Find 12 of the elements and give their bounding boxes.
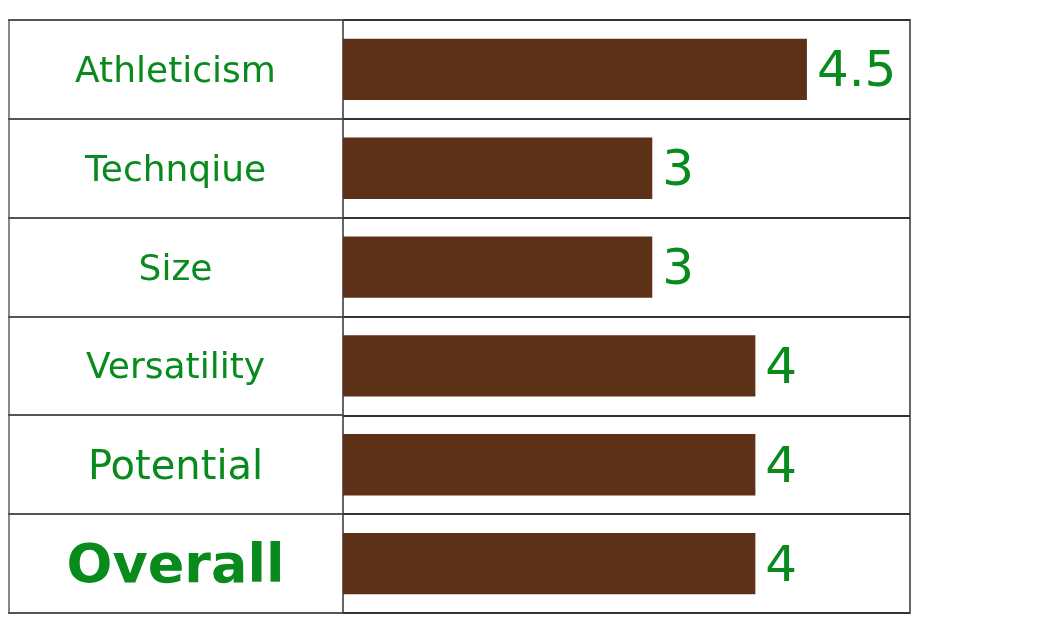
data-label: 4 xyxy=(765,435,798,494)
y-tick-label: Size xyxy=(138,246,213,288)
y-tick-label: Overall xyxy=(66,532,285,596)
data-label: 3 xyxy=(662,139,695,198)
data-label: 4 xyxy=(765,534,798,593)
y-tick-label: Versatility xyxy=(85,345,266,387)
data-label: 4.5 xyxy=(816,40,897,99)
y-tick-label: Potential xyxy=(87,441,264,488)
data-label: 4 xyxy=(765,336,798,395)
data-label: 3 xyxy=(662,238,695,297)
y-tick-label: Technqiue xyxy=(83,147,267,189)
y-tick-label: Athleticism xyxy=(75,48,276,90)
